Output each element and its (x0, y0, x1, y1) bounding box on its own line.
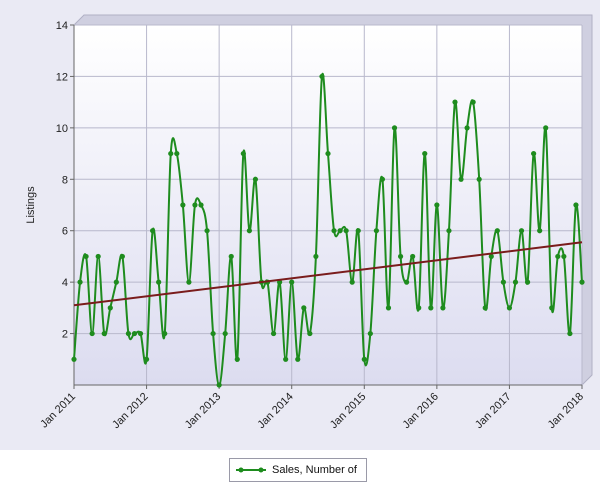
data-point (234, 356, 240, 362)
data-point (476, 176, 482, 182)
data-point (168, 150, 174, 157)
data-point (204, 228, 210, 234)
data-point (410, 253, 416, 260)
data-point (470, 99, 476, 105)
data-point (228, 253, 234, 260)
data-point (422, 150, 428, 157)
data-point (210, 330, 216, 337)
legend: Sales, Number of (229, 458, 367, 482)
y-tick-label: 12 (56, 71, 68, 83)
data-point (549, 305, 555, 311)
data-point (518, 228, 525, 234)
data-point (446, 228, 452, 234)
data-point (385, 305, 392, 311)
data-point (494, 228, 500, 234)
data-point (452, 99, 458, 105)
data-point (349, 279, 355, 285)
data-point (373, 228, 379, 234)
data-point (319, 73, 325, 80)
data-point (186, 279, 192, 285)
data-point (295, 356, 301, 362)
data-point (537, 228, 543, 234)
data-point (367, 330, 373, 337)
data-point (95, 253, 101, 260)
data-point (192, 202, 198, 208)
y-tick-label: 2 (62, 329, 68, 341)
data-point (174, 150, 180, 157)
data-point (137, 330, 144, 337)
data-point (125, 330, 132, 337)
data-point (416, 305, 422, 311)
data-point (379, 176, 386, 182)
y-tick-label: 10 (56, 123, 68, 135)
data-point (301, 305, 307, 311)
data-point (283, 356, 289, 362)
data-point (156, 279, 162, 285)
y-axis-ticks: 2 4 6 8 10 12 14 (56, 20, 74, 341)
data-point (83, 253, 89, 260)
data-point (216, 382, 222, 388)
data-point (343, 228, 349, 234)
data-point (458, 176, 464, 182)
data-point (573, 202, 579, 208)
data-point (307, 330, 313, 337)
plot-area (74, 25, 582, 385)
data-point (143, 356, 150, 362)
y-tick-label: 14 (56, 20, 68, 32)
data-point (331, 228, 337, 234)
data-point (355, 228, 361, 234)
data-point (101, 330, 107, 337)
data-point (482, 305, 488, 311)
data-point (361, 356, 367, 362)
data-point (180, 202, 186, 208)
data-point (543, 125, 549, 131)
legend-swatch-sales (236, 467, 266, 473)
data-point (524, 279, 531, 285)
data-point (337, 228, 343, 234)
data-point (289, 279, 295, 285)
data-point (131, 330, 138, 337)
data-point (500, 279, 506, 285)
data-point (531, 150, 537, 157)
data-point (252, 176, 259, 182)
data-point (162, 330, 168, 337)
data-point (119, 253, 125, 260)
data-point (428, 305, 434, 311)
y-axis-title: Listings (25, 186, 37, 224)
data-point (150, 228, 156, 234)
trend-line (73, 241, 583, 307)
data-point (325, 150, 331, 157)
data-point (222, 330, 228, 337)
y-tick-label: 4 (62, 277, 68, 289)
data-point (512, 279, 519, 285)
data-point (555, 253, 561, 260)
data-point (579, 279, 585, 285)
data-point (464, 125, 470, 131)
data-point (506, 305, 513, 311)
data-point (113, 279, 119, 285)
data-point (198, 202, 204, 208)
data-point (89, 330, 95, 337)
y-tick-label: 8 (62, 174, 68, 186)
data-point (567, 330, 573, 337)
data-point (71, 356, 77, 362)
data-point (488, 253, 494, 260)
data-point (77, 279, 83, 285)
legend-label-sales: Sales, Number of (272, 464, 357, 476)
data-point (240, 150, 246, 157)
data-point (404, 279, 410, 285)
data-point (270, 330, 277, 337)
data-point (434, 202, 440, 208)
data-point (440, 305, 446, 311)
data-point (391, 125, 398, 131)
data-point (397, 253, 404, 260)
data-point (561, 253, 567, 260)
data-point (107, 305, 113, 311)
y-tick-label: 6 (62, 226, 68, 238)
data-point (313, 253, 319, 260)
data-point (246, 228, 252, 234)
